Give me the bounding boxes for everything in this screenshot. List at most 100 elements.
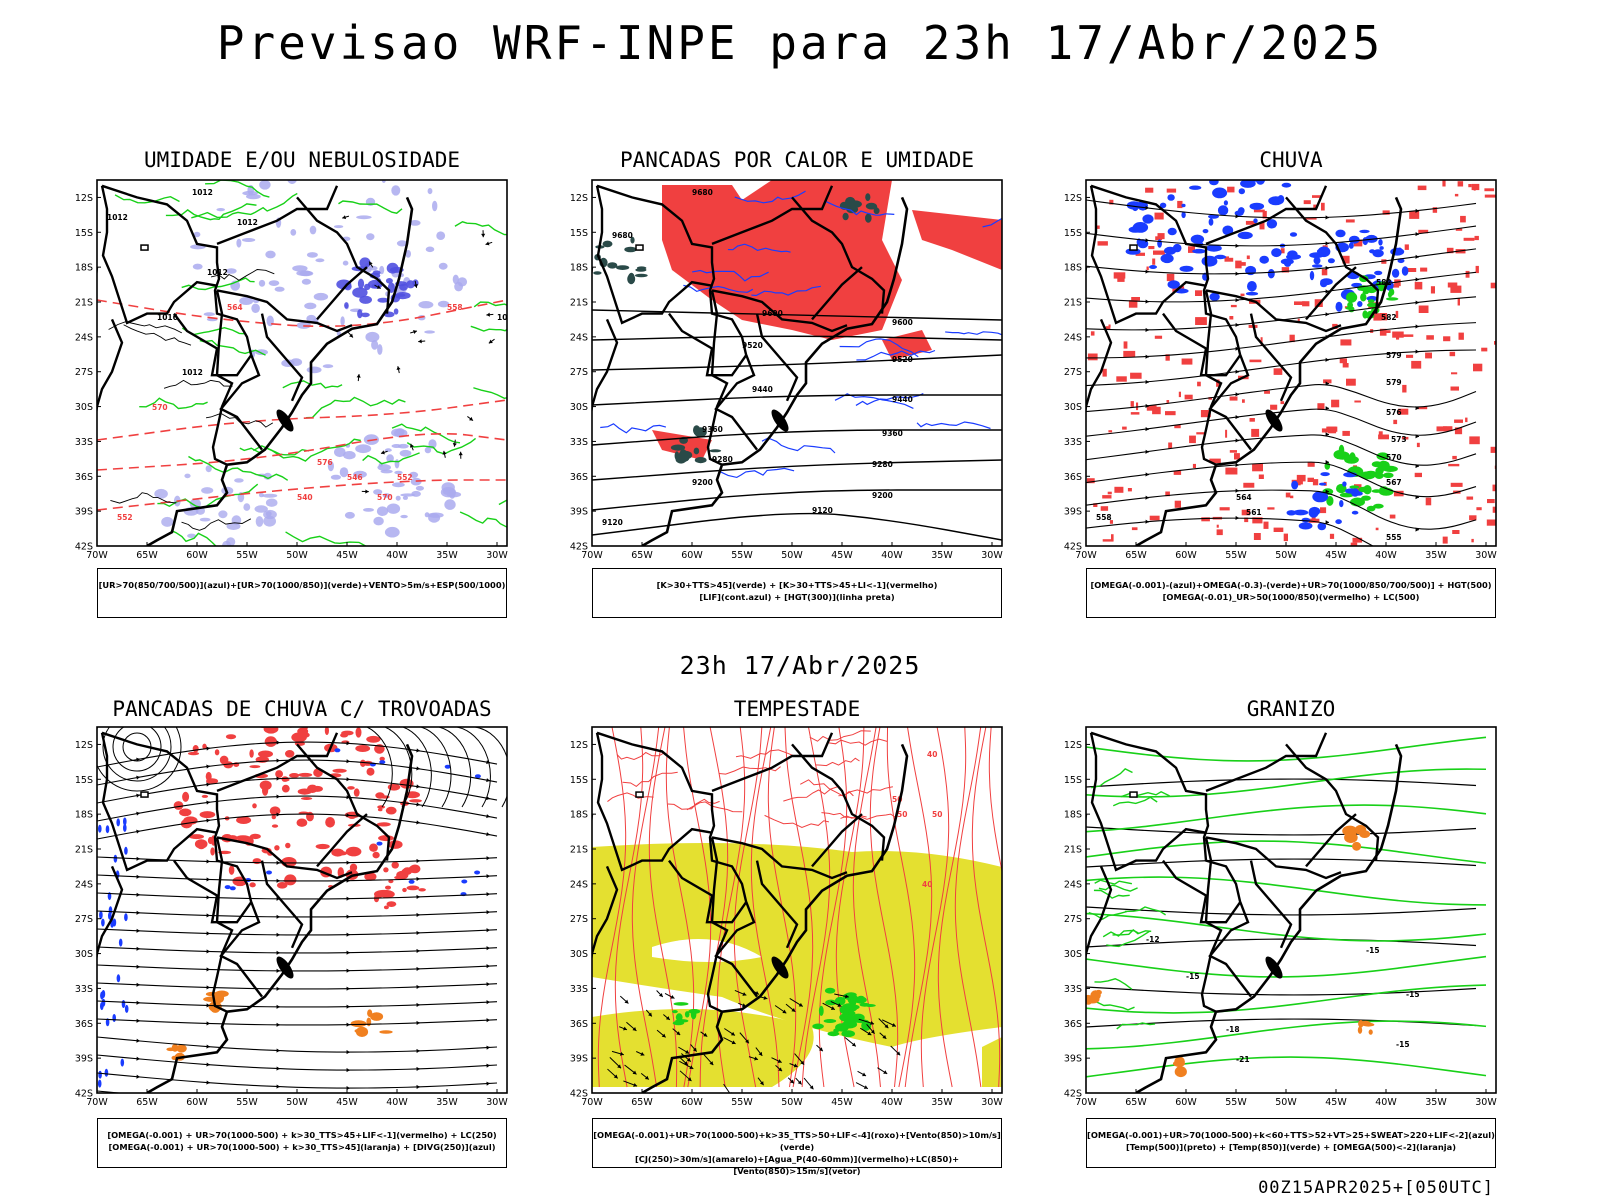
lat-tick-label: 30S <box>570 402 588 413</box>
lat-tick-label: 12S <box>570 193 588 204</box>
lat-tick-label: 18S <box>75 263 93 274</box>
lat-tick-label: 21S <box>1064 298 1082 309</box>
lat-tick-label: 39S <box>75 507 93 518</box>
caption-line: [CJ(250)>30m/s](amarelo)+[Agua_P(40-60mm… <box>634 1154 960 1176</box>
contour-label: -18 <box>1226 1025 1240 1034</box>
contour-label: 1012 <box>182 368 203 377</box>
lat-tick-label: 42S <box>570 1089 588 1100</box>
lon-tick-label: 45W <box>1325 550 1347 560</box>
contour-label: 9600 <box>892 318 913 327</box>
lat-tick-label: 15S <box>75 775 93 786</box>
lon-tick-label: 40W <box>1375 550 1397 560</box>
lon-tick-label: 45W <box>1325 1097 1347 1107</box>
contour-label: 567 <box>1386 478 1402 487</box>
lon-tick-label: 55W <box>236 550 258 560</box>
contour-label: 9600 <box>762 309 783 318</box>
contour-label: 573 <box>1391 435 1407 444</box>
lon-tick-label: 35W <box>931 550 953 560</box>
lat-tick-label: 18S <box>570 263 588 274</box>
panel-title: UMIDADE E/OU NEBULOSIDADE <box>143 148 461 172</box>
lat-tick-label: 36S <box>75 472 93 483</box>
caption-line: [Temp(500)](preto) + [Temp(850)](verde) … <box>1125 1142 1457 1152</box>
lat-tick-label: 33S <box>75 984 93 995</box>
contour-label: -15 <box>1406 990 1420 999</box>
lat-tick-label: 39S <box>570 1054 588 1065</box>
contour-label: 546 <box>347 473 363 482</box>
lat-tick-label: 39S <box>570 507 588 518</box>
lat-tick-label: 24S <box>570 879 588 890</box>
contour-label: -15 <box>1186 972 1200 981</box>
lat-tick-label: 24S <box>75 332 93 343</box>
map-pancadas-calor: 9680 9680 9600 9520 9440 9360 9280 9200 9120 9600… <box>570 179 1003 560</box>
lat-tick-label: 21S <box>570 298 588 309</box>
caption-line: [LIF](cont.azul) + [HGT(300)](linha pret… <box>699 592 895 602</box>
lat-tick-label: 36S <box>570 472 588 483</box>
lat-tick-label: 33S <box>1064 984 1082 995</box>
contour-label: 9200 <box>872 491 893 500</box>
lon-tick-label: 55W <box>236 1097 258 1107</box>
contour-label: -15 <box>1396 1040 1410 1049</box>
map-chuva: 582 582 579 579 576 573 570 567 564 561 558 555 12S 1… <box>1064 179 1497 560</box>
map-frame <box>96 179 508 547</box>
lat-tick-label: 30S <box>75 949 93 960</box>
lon-tick-label: 60W <box>186 550 208 560</box>
lat-tick-label: 42S <box>570 542 588 553</box>
contour-label: 9680 <box>692 188 713 197</box>
contour-label: 9200 <box>692 478 713 487</box>
lon-tick-label: 60W <box>681 550 703 560</box>
lat-tick-label: 15S <box>570 775 588 786</box>
lat-tick-label: 30S <box>75 402 93 413</box>
contour-label: 50 <box>897 810 907 819</box>
legend-caption: [UR>70(850/700/500)](azul)+[UR>70(1000/8… <box>97 568 507 618</box>
lat-tick-label: 39S <box>75 1054 93 1065</box>
lat-tick-label: 24S <box>1064 332 1082 343</box>
panel-tempestade: TEMPESTADE <box>532 697 1062 727</box>
lon-tick-label: 35W <box>436 550 458 560</box>
contour-label: 9440 <box>752 385 773 394</box>
contour-label: 570 <box>1386 453 1402 462</box>
contour-label: 40 <box>922 880 932 889</box>
contour-label: 9520 <box>892 355 913 364</box>
caption-line: [UR>70(850/700/500)](azul)+[UR>70(1000/8… <box>98 580 506 590</box>
contour-label: 9120 <box>602 518 623 527</box>
lon-tick-label: 50W <box>286 550 308 560</box>
lon-tick-label: 60W <box>1175 1097 1197 1107</box>
contour-label: 582 <box>1376 278 1392 287</box>
contour-label: 1012 <box>237 218 258 227</box>
panel-title: GRANIZO <box>1246 697 1336 721</box>
lon-tick-label: 40W <box>1375 1097 1397 1107</box>
lat-tick-label: 39S <box>1064 507 1082 518</box>
lon-tick-label: 60W <box>681 1097 703 1107</box>
contour-label: 579 <box>1386 378 1402 387</box>
lon-tick-label: 50W <box>781 550 803 560</box>
contour-label: 555 <box>1386 533 1402 542</box>
map-frame <box>591 179 1003 547</box>
main-title: Previsao WRF-INPE para 23h 17/Abr/2025 <box>216 16 1384 70</box>
panel-pancadas-calor: PANCADAS POR CALOR E UMIDADE <box>532 148 1062 178</box>
lat-tick-label: 36S <box>1064 472 1082 483</box>
contour-label: 1016 <box>497 313 518 322</box>
lon-tick-label: 30W <box>486 550 508 560</box>
lat-tick-label: 42S <box>1064 542 1082 553</box>
lon-tick-label: 70W <box>581 550 603 560</box>
lat-tick-label: 27S <box>570 367 588 378</box>
contour-label: 564 <box>227 303 243 312</box>
lon-tick-label: 50W <box>1275 1097 1297 1107</box>
lon-tick-label: 50W <box>1275 550 1297 560</box>
lat-tick-label: 33S <box>75 437 93 448</box>
lon-tick-label: 40W <box>386 1097 408 1107</box>
contour-label: 40 <box>927 750 937 759</box>
legend-caption: [OMEGA(-0.001)-(azul)+OMEGA(-0.3)-(verde… <box>1086 568 1496 618</box>
contour-label: 558 <box>1096 513 1112 522</box>
lat-tick-label: 30S <box>570 949 588 960</box>
lon-tick-label: 55W <box>1225 550 1247 560</box>
contour-label: 9360 <box>882 429 903 438</box>
lat-tick-label: 27S <box>75 367 93 378</box>
caption-line: [OMEGA(-0.001)+UR>70(1000-500)+k<60+TTS>… <box>1087 1130 1495 1140</box>
lat-tick-label: 12S <box>1064 740 1082 751</box>
map-tempestade: 40 50 50 40 50 12S 15S 18S 21S 24S 27S 30S 33S 36S 39S… <box>570 726 1003 1107</box>
forecast-time-label: 23h 17/Abr/2025 <box>679 651 921 680</box>
lat-tick-label: 36S <box>1064 1019 1082 1030</box>
